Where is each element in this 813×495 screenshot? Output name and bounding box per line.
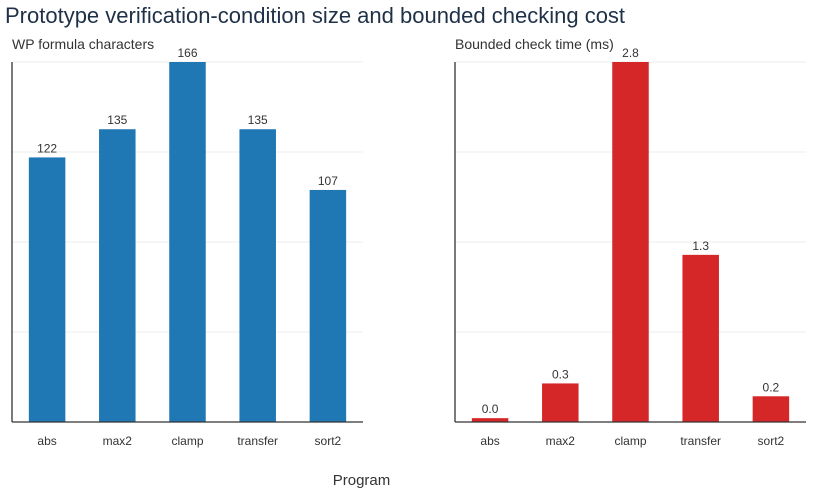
data-label: 166: [177, 46, 197, 60]
chart-title: Prototype verification-condition size an…: [5, 3, 626, 28]
tick-label: transfer: [680, 434, 721, 448]
tick-label: clamp: [171, 434, 203, 448]
tick-label: sort2: [315, 434, 342, 448]
data-label: 135: [107, 113, 127, 127]
data-label: 135: [248, 113, 268, 127]
data-label: 0.3: [552, 367, 569, 381]
bar-abs: [471, 418, 509, 422]
panel-title: WP formula characters: [12, 36, 154, 52]
bar-abs: [28, 157, 66, 422]
data-label: 1.3: [692, 239, 709, 253]
tick-label: transfer: [237, 434, 278, 448]
data-label: 107: [318, 174, 338, 188]
bar-sort2: [309, 189, 347, 422]
tick-label: sort2: [758, 434, 785, 448]
tick-label: abs: [37, 434, 56, 448]
panel-title: Bounded check time (ms): [455, 36, 614, 52]
bar-transfer: [239, 129, 276, 422]
tick-label: abs: [480, 434, 499, 448]
tick-label: max2: [546, 434, 576, 448]
tick-label: clamp: [614, 434, 646, 448]
panel-wp-formula-characters: WP formula characters 122 abs 135 max2 166 cla…: [11, 36, 363, 448]
data-label: 0.2: [763, 380, 780, 394]
panel-bounded-check-time: Bounded check time (ms) 0.0 abs 0.3 max2 2.8 c…: [454, 36, 806, 448]
bar-transfer: [682, 254, 719, 422]
bar-clamp: [169, 62, 206, 422]
bar-max2: [542, 383, 579, 422]
data-label: 122: [37, 141, 57, 155]
bar-clamp: [612, 62, 649, 422]
bar-max2: [99, 129, 136, 422]
data-label: 2.8: [622, 46, 639, 60]
x-axis-label: Program: [332, 472, 391, 489]
data-label: 0.0: [482, 402, 499, 416]
bar-sort2: [752, 396, 790, 422]
tick-label: max2: [103, 434, 133, 448]
